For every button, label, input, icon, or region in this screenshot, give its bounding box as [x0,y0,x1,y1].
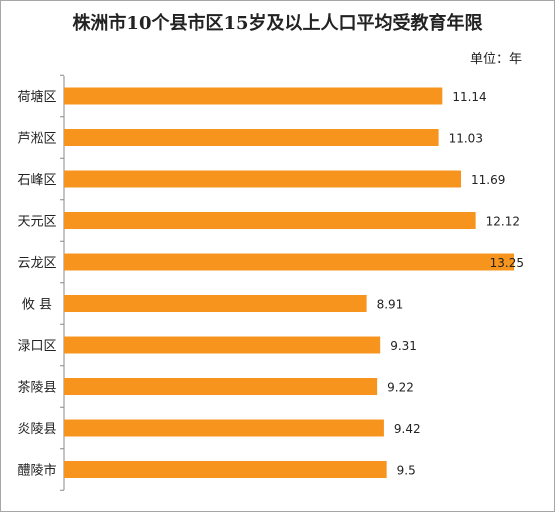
category-label: 醴陵市 [17,463,56,479]
category-label: 攸 县 [22,298,52,313]
unit-label: 单位：年 [469,52,522,67]
value-label: 11.14 [452,90,486,104]
bar [64,419,384,437]
bar [64,378,378,395]
bar [64,170,462,188]
bars-group: 荷塘区 11.14 芦淞区 11.03 石峰区 11.69 天元区 12.12 云龙区 13.25… [17,74,524,491]
value-label: 12.12 [486,215,520,229]
chart-title: 株洲市10个县市区15岁及以上人口平均受教育年限 [72,13,483,34]
bar [64,336,381,354]
value-label: 9.5 [397,464,416,478]
category-label: 茶陵县 [17,380,56,396]
category-label: 石峰区 [17,173,56,188]
bar [64,87,443,105]
category-label: 荷塘区 [17,89,56,105]
category-label: 天元区 [17,215,56,230]
value-label: 13.25 [490,256,524,270]
value-label: 9.42 [394,422,421,436]
value-label: 8.91 [377,298,404,312]
bar [64,461,387,478]
category-label: 炎陵县 [17,422,56,437]
category-label: 渌口区 [17,339,56,354]
value-label: 11.69 [471,173,505,187]
bar [64,129,439,146]
value-label: 11.03 [449,132,483,146]
value-label: 9.22 [387,381,414,395]
category-label: 芦淞区 [17,132,56,147]
bar [64,212,476,229]
bar [64,295,367,312]
value-label: 9.31 [390,339,417,353]
bar [64,253,514,271]
category-label: 云龙区 [17,256,56,271]
